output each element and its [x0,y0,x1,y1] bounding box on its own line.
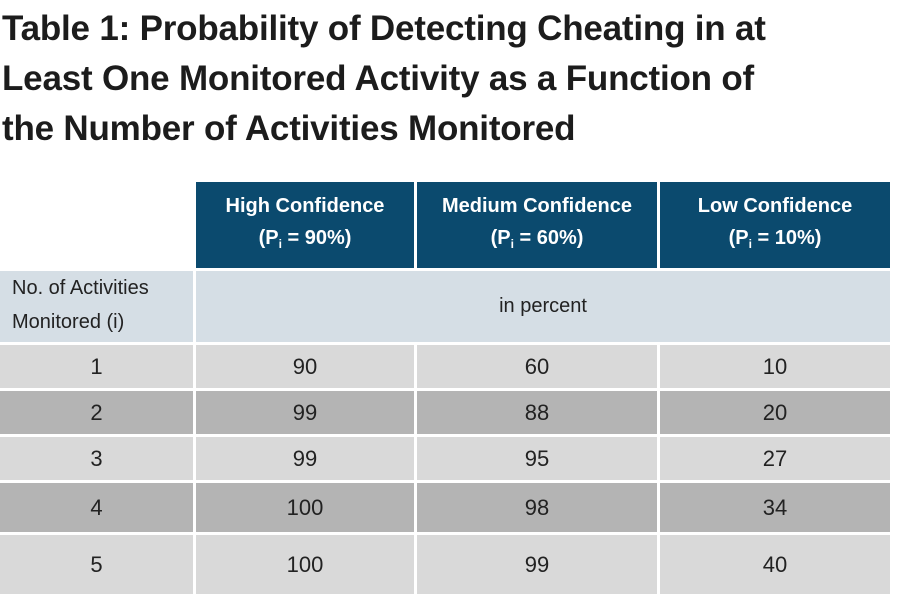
row-5-high: 100 [196,535,414,594]
row-4-high: 100 [196,483,414,532]
column-header-high: High Confidence (Pi = 90%) [196,182,414,268]
row-3-medium: 95 [417,437,657,480]
row-4-low: 34 [660,483,890,532]
row-1-index: 1 [0,345,193,388]
unit-label: in percent [196,271,890,342]
title-line-3: the Number of Activities Monitored [2,109,576,148]
row-5-low: 40 [660,535,890,594]
row-header-line-1: No. of Activities [12,277,149,299]
column-header-high-name: High Confidence [225,195,385,217]
row-5-index: 5 [0,535,193,594]
column-header-medium-p: (Pi = 60%) [490,227,584,251]
row-3-low: 27 [660,437,890,480]
row-5-medium: 99 [417,535,657,594]
row-4-medium: 98 [417,483,657,532]
row-4-index: 4 [0,483,193,532]
row-header-line-2: Monitored (i) [12,311,125,333]
row-1-high: 90 [196,345,414,388]
title-line-2: Least One Monitored Activity as a Functi… [2,59,755,98]
row-2-medium: 88 [417,391,657,434]
row-2-low: 20 [660,391,890,434]
column-header-high-p: (Pi = 90%) [258,227,352,251]
row-1-medium: 60 [417,345,657,388]
column-header-medium-name: Medium Confidence [441,195,632,217]
probability-table: High Confidence (Pi = 90%) Medium Confid… [0,182,890,594]
unit-text: in percent [499,295,587,317]
row-1-low: 10 [660,345,890,388]
row-3-index: 3 [0,437,193,480]
column-header-low: Low Confidence (Pi = 10%) [660,182,890,268]
column-header-low-name: Low Confidence [697,195,853,217]
row-2-high: 99 [196,391,414,434]
row-header-label: No. of Activities Monitored (i) [0,271,193,342]
table-title: Table 1: Probability of Detecting Cheati… [2,4,892,154]
column-header-low-p: (Pi = 10%) [728,227,822,251]
column-header-medium: Medium Confidence (Pi = 60%) [417,182,657,268]
row-2-index: 2 [0,391,193,434]
title-line-1: Table 1: Probability of Detecting Cheati… [2,9,766,48]
row-3-high: 99 [196,437,414,480]
